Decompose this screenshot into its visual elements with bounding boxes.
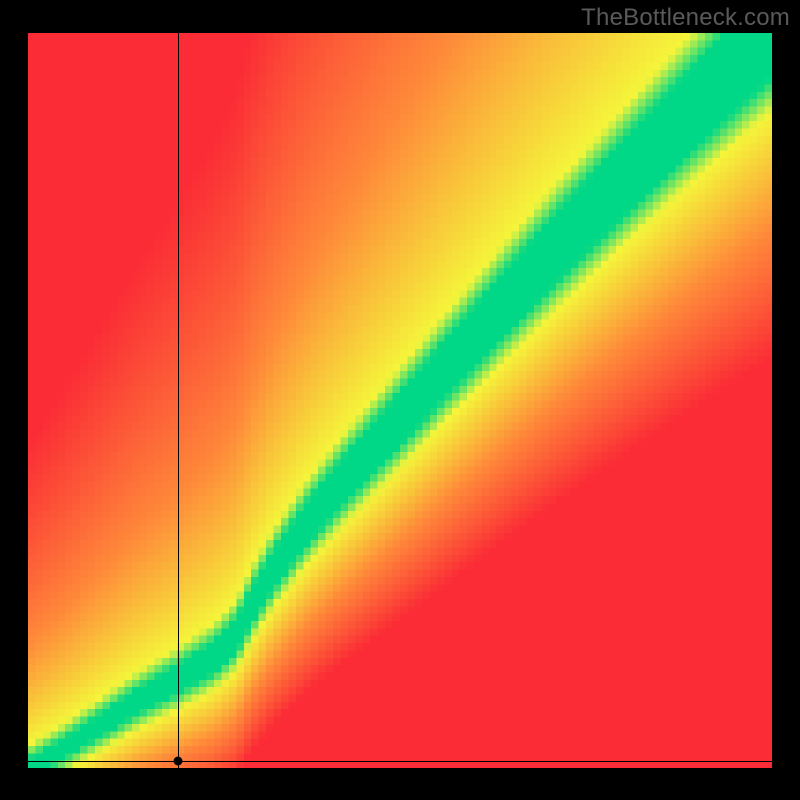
heatmap-plot xyxy=(28,33,772,768)
attribution-label: TheBottleneck.com xyxy=(581,4,790,32)
heatmap-canvas xyxy=(28,33,772,768)
chart-container: TheBottleneck.com xyxy=(0,0,800,800)
